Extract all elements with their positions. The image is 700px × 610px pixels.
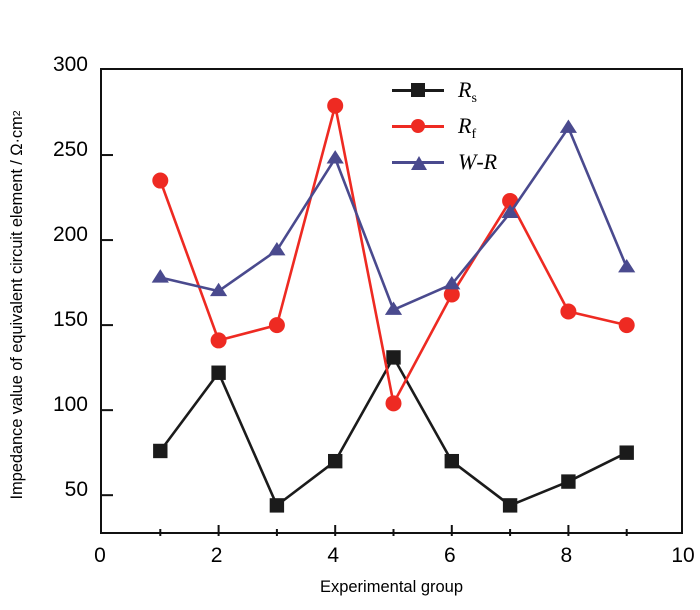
y-tick-label: 100 bbox=[52, 393, 88, 417]
y-tick-label: 300 bbox=[52, 53, 88, 76]
marker-triangle bbox=[559, 119, 577, 133]
x-tick-label: 4 bbox=[327, 544, 340, 567]
y-tick-label: 50 bbox=[64, 478, 88, 502]
marker-triangle bbox=[210, 282, 228, 297]
series-line-Rs bbox=[158, 356, 629, 507]
marker-circle bbox=[268, 317, 285, 334]
chart-legend: Rs Rf W-R bbox=[392, 72, 562, 180]
marker-square bbox=[502, 498, 518, 513]
legend-item-Rs[interactable]: Rs bbox=[392, 72, 562, 108]
legend-label-Rf: Rf bbox=[458, 113, 477, 142]
marker-circle bbox=[443, 286, 460, 303]
marker-triangle bbox=[384, 301, 403, 315]
legend-marker-triangle-icon bbox=[411, 156, 427, 170]
marker-triangle bbox=[501, 204, 519, 218]
series-W-R bbox=[151, 119, 636, 315]
legend-label-W-R: W-R bbox=[458, 149, 498, 174]
legend-sample-W-R bbox=[392, 152, 444, 172]
marker-square bbox=[386, 350, 401, 365]
marker-circle bbox=[152, 172, 169, 189]
marker-triangle bbox=[151, 269, 169, 283]
legend-sample-Rs bbox=[392, 80, 444, 100]
legend-marker-square-icon bbox=[411, 83, 425, 97]
legend-label-Rs: Rs bbox=[458, 77, 477, 106]
marker-square bbox=[269, 498, 285, 513]
x-axis-title: Experimental group bbox=[319, 578, 464, 596]
y-axis-title: Impedance value of equivalent circuit el… bbox=[7, 110, 26, 500]
y-tick-label: 150 bbox=[52, 308, 88, 332]
x-tick-label: 0 bbox=[94, 544, 106, 567]
series-Rs bbox=[153, 350, 634, 513]
marker-square bbox=[619, 445, 634, 460]
marker-triangle bbox=[618, 258, 636, 273]
marker-triangle bbox=[326, 150, 344, 164]
x-tick-label: 10 bbox=[671, 544, 695, 567]
x-tick-label: 8 bbox=[560, 544, 573, 567]
marker-square bbox=[561, 474, 576, 489]
x-tick-label: 2 bbox=[210, 544, 223, 567]
marker-square bbox=[444, 453, 459, 469]
marker-triangle bbox=[268, 241, 286, 256]
marker-circle bbox=[385, 395, 402, 412]
x-tick-label: 6 bbox=[443, 544, 456, 567]
plot-area bbox=[100, 68, 683, 536]
marker-square bbox=[211, 365, 226, 380]
marker-circle bbox=[210, 332, 227, 349]
y-tick-label: 250 bbox=[52, 138, 88, 162]
y-tick-label: 200 bbox=[52, 223, 88, 247]
marker-square bbox=[328, 453, 343, 469]
legend-marker-circle-icon bbox=[411, 119, 425, 133]
marker-square bbox=[153, 443, 168, 459]
marker-triangle bbox=[443, 275, 461, 290]
y-axis-title-text: Impedance value of equivalent circuit el… bbox=[7, 116, 26, 500]
legend-item-W-R[interactable]: W-R bbox=[392, 144, 562, 180]
legend-sample-Rf bbox=[392, 116, 444, 136]
data-series-layer bbox=[102, 97, 636, 536]
marker-circle bbox=[327, 97, 344, 114]
marker-circle bbox=[618, 317, 635, 334]
marker-circle bbox=[560, 303, 577, 320]
legend-item-Rf[interactable]: Rf bbox=[392, 108, 562, 144]
